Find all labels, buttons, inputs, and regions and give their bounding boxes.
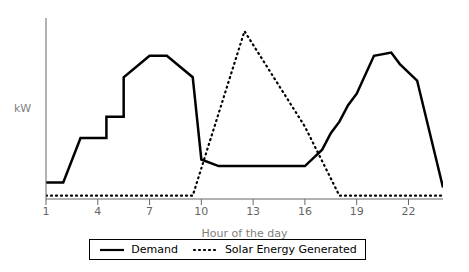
svg-text:13: 13: [246, 205, 260, 218]
svg-text:4: 4: [94, 205, 101, 218]
svg-text:1: 1: [43, 205, 50, 218]
html-text:Demand: Demand: [131, 243, 178, 256]
svg-text:22: 22: [401, 205, 415, 218]
svg-text:7: 7: [146, 205, 153, 218]
svg-text:kW: kW: [14, 102, 31, 115]
svg-text:16: 16: [298, 205, 312, 218]
svg-text:Hour of the day: Hour of the day: [202, 227, 288, 240]
svg-text:10: 10: [194, 205, 208, 218]
svg-text:19: 19: [350, 205, 364, 218]
html-text:Solar Energy Generated: Solar Energy Generated: [224, 243, 357, 256]
